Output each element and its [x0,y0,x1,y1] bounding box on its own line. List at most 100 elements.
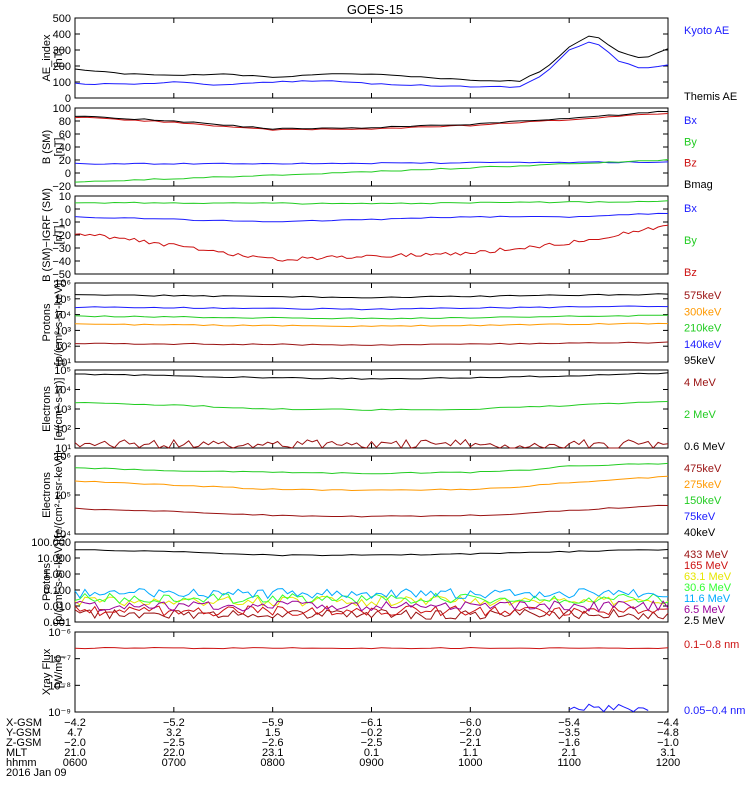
panel-frame [74,369,669,449]
legend-themis-ae: Themis AE [684,91,737,103]
y-tick-label: 10.000 [37,553,71,565]
series-line-2-5-mev [74,549,669,557]
panel-frame [74,17,669,99]
y-tick-label: 10¹ [55,357,71,369]
y-axis-unit-label: [p/(cm²-s-sr-keV)] [53,280,65,366]
panel-protons2: 0.001 0.010 0.100 1.000 10.000 100.000 Protons… [31,537,732,629]
y-tick-label: 10⁵ [54,294,71,306]
y-tick-label: 100 [53,77,71,89]
axis-value: −0.2 [361,727,383,739]
y-tick-label: 10² [55,341,71,353]
y-axis-label: AE_index [41,34,53,82]
axis-value: −2.5 [163,737,185,749]
legend-by: By [684,235,697,247]
axis-row-label: X-GSM [6,717,42,729]
axis-value: −2.6 [262,737,284,749]
axis-value: −1.6 [558,737,580,749]
legend-11-6-mev: 11.6 MeV [684,593,731,605]
y-tick-label: 10⁴ [54,529,71,541]
series-line-6-5-mev [74,600,669,612]
legend-6-5-mev: 6.5 MeV [684,604,726,616]
y-tick-label: 10¹ [55,443,71,455]
y-tick-label: 200 [53,61,71,73]
panel-frame [74,631,669,713]
y-tick-label: −50 [52,269,71,281]
legend-140kev: 140keV [684,339,722,351]
axis-value: 22.0 [163,747,184,759]
panel-protons: 10¹ 10² 10³ 10⁴ 10⁵ 10⁶ Protons [p/(cm²-s-sr-ke… [41,278,722,369]
series-line-2-mev [74,401,669,411]
series-line-140kev [74,305,669,311]
series-line-575kev [74,341,669,346]
series-line-bx [74,212,669,223]
y-tick-label: −40 [52,256,71,268]
y-tick-label: 10⁻⁹ [48,707,71,719]
series-line-95kev [74,293,669,299]
y-tick-label: 40 [59,142,71,154]
y-axis-label: Xray Flux [41,648,53,695]
legend-2-5-mev: 2.5 MeV [684,615,726,627]
axis-value: −2.0 [64,737,86,749]
legend-bz: Bz [684,267,697,279]
axis-value: 1.1 [463,747,478,759]
axis-value: 0700 [162,757,186,769]
axis-value: 4.7 [67,727,82,739]
y-axis-label: Electrons [41,386,53,432]
legend-2-mev: 2 MeV [684,409,716,421]
y-tick-label: 10 [59,191,71,203]
axis-row-label: Y-GSM [6,727,41,739]
axis-value: 0800 [260,757,284,769]
series-line-475kev [74,504,669,518]
axis-value: −5.9 [262,717,284,729]
y-axis-unit-label: [W/m²] [53,656,65,688]
axis-value: 3.1 [660,747,675,759]
series-line-by [74,159,669,183]
legend-475kev: 475keV [684,463,722,475]
y-tick-label: 300 [53,45,71,57]
y-tick-label: 10⁻⁸ [48,680,71,692]
series-line-63-1-mev [74,595,669,607]
axis-value: −2.0 [459,727,481,739]
y-axis-label: B (SM)−IGRF (SM) [41,188,53,282]
axis-value: 1200 [656,757,680,769]
y-tick-label: 10⁻⁶ [48,627,71,639]
y-tick-label: 0 [65,204,71,216]
y-tick-label: 0 [65,168,71,180]
legend-bmag: Bmag [684,179,713,191]
series-line-300kev [74,322,669,328]
y-tick-label: 10⁵ [54,490,71,502]
y-axis-unit-label: [nT] [53,138,65,157]
legend-150kev: 150keV [684,495,722,507]
axis-value: 1000 [458,757,482,769]
legend-210kev: 210keV [684,323,722,335]
axis-value: −2.1 [459,737,481,749]
series-line-210kev [74,314,669,320]
y-tick-label: 10³ [55,404,71,416]
y-axis-label: Electrons [41,472,53,518]
legend-4-mev: 4 MeV [684,377,716,389]
axis-value: 21.0 [64,747,85,759]
y-axis-unit-label: [p/(cm²-s-sr-keV)] [53,539,65,625]
legend-75kev: 75keV [684,511,716,523]
axis-value: −4.4 [657,717,679,729]
axis-value: 1.5 [265,727,280,739]
panel-frame [74,455,669,535]
legend-bx: Bx [684,115,697,127]
y-tick-label: 10⁶ [54,451,71,463]
y-tick-label: 10³ [55,325,71,337]
panel-xray: 10⁻⁹ 10⁻⁸ 10⁻⁷ 10⁻⁶ Xray Flux [W/m²] 0.1−0.8 n… [41,627,745,719]
legend-kyoto-ae: Kyoto AE [684,25,729,37]
legend-0-6-mev: 0.6 MeV [684,441,726,453]
y-tick-label: 60 [59,129,71,141]
x-axis-table: X-GSM −4.2 −5.2 −5.9 −6.1 −6.0 −5.4 −4.4 Y-GSM 4.… [6,717,680,779]
legend-bx: Bx [684,203,697,215]
y-axis-unit-label: [nT] [53,226,65,245]
axis-value: 2.1 [562,747,577,759]
y-tick-label: 0.010 [43,601,71,613]
legend-275kev: 275keV [684,479,722,491]
y-tick-label: −20 [52,230,71,242]
